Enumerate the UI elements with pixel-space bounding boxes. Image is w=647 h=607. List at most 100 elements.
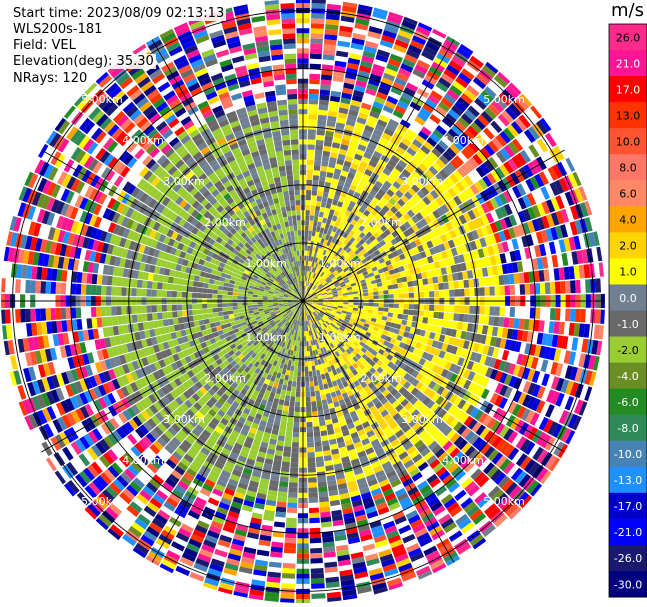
velocity-cell (382, 266, 389, 273)
velocity-cell (317, 185, 324, 192)
velocity-cell (313, 286, 318, 291)
velocity-cell (463, 175, 474, 187)
velocity-cell (353, 175, 362, 183)
velocity-cell (207, 497, 220, 507)
velocity-cell (339, 270, 345, 276)
velocity-cell (357, 272, 364, 278)
velocity-cell (310, 568, 324, 574)
velocity-cell (538, 320, 545, 332)
velocity-cell (343, 160, 352, 168)
velocity-cell (397, 313, 404, 320)
velocity-cell (417, 316, 424, 323)
velocity-cell (371, 266, 378, 272)
velocity-cell (316, 129, 325, 136)
velocity-cell (456, 136, 468, 148)
velocity-cell (202, 308, 208, 314)
velocity-cell (476, 150, 487, 163)
velocity-cell (310, 48, 323, 55)
velocity-cell (385, 201, 394, 210)
velocity-cell (311, 360, 315, 367)
velocity-cell (421, 271, 428, 279)
velocity-cell (300, 331, 303, 337)
velocity-cell (343, 297, 349, 300)
velocity-cell (446, 249, 454, 258)
velocity-cell (423, 141, 434, 151)
velocity-cell (543, 269, 550, 282)
velocity-cell (360, 213, 368, 221)
velocity-cell (328, 303, 334, 305)
velocity-cell (440, 73, 455, 85)
velocity-cell (478, 178, 488, 190)
velocity-cell (311, 593, 326, 599)
velocity-cell (387, 159, 398, 168)
velocity-cell (571, 251, 579, 265)
velocity-cell (365, 231, 373, 239)
velocity-cell (281, 461, 290, 468)
velocity-cell (418, 236, 426, 245)
velocity-cell (321, 74, 333, 81)
velocity-cell (414, 266, 421, 274)
velocity-cell (329, 188, 336, 195)
velocity-cell (508, 103, 522, 117)
velocity-cell (403, 287, 409, 293)
velocity-cell (232, 306, 238, 310)
velocity-cell (289, 401, 295, 407)
velocity-cell (295, 351, 299, 357)
velocity-cell (330, 220, 336, 227)
velocity-cell (366, 83, 379, 92)
velocity-cell (172, 311, 178, 318)
velocity-cell (371, 105, 382, 115)
velocity-cell (335, 273, 341, 278)
velocity-cell (376, 235, 383, 243)
velocity-cell (311, 406, 318, 412)
velocity-cell (383, 193, 392, 201)
velocity-cell (505, 85, 519, 99)
velocity-cell (324, 223, 330, 230)
velocity-cell (305, 194, 311, 201)
velocity-cell (598, 262, 604, 277)
velocity-cell (338, 303, 344, 307)
velocity-cell (317, 216, 323, 223)
velocity-cell (406, 275, 413, 282)
velocity-cell (282, 456, 291, 463)
velocity-cell (419, 265, 426, 273)
velocity-cell (480, 226, 489, 237)
velocity-cell (513, 318, 520, 329)
velocity-cell (325, 276, 330, 282)
velocity-cell (305, 215, 310, 221)
velocity-cell (555, 225, 564, 239)
velocity-cell (448, 60, 463, 72)
velocity-cell (311, 13, 325, 19)
velocity-cell (303, 275, 305, 281)
velocity-cell (464, 160, 475, 172)
velocity-cell (432, 129, 444, 140)
velocity-cell (540, 229, 549, 243)
velocity-cell (414, 153, 424, 163)
velocity-cell (561, 252, 569, 266)
velocity-cell (314, 155, 322, 161)
velocity-cell (413, 286, 419, 292)
velocity-cell (544, 132, 557, 148)
velocity-cell (364, 124, 375, 133)
velocity-cell (332, 269, 338, 275)
velocity-cell (307, 457, 316, 463)
velocity-cell (331, 289, 337, 293)
velocity-cell (344, 124, 355, 132)
velocity-cell (348, 277, 355, 282)
velocity-cell (322, 296, 328, 299)
velocity-cell (511, 262, 519, 273)
velocity-cell (398, 141, 409, 151)
velocity-cell (422, 103, 435, 114)
velocity-cell (213, 316, 220, 322)
velocity-cell (484, 107, 497, 120)
velocity-cell (312, 421, 320, 427)
velocity-cell (403, 293, 410, 299)
velocity-cell (388, 197, 397, 206)
velocity-cell (430, 269, 438, 277)
velocity-cell (314, 268, 319, 274)
velocity-cell (313, 380, 319, 387)
velocity-cell (392, 81, 405, 91)
velocity-cell (305, 205, 311, 211)
velocity-cell (522, 195, 532, 208)
velocity-cell (422, 278, 429, 285)
